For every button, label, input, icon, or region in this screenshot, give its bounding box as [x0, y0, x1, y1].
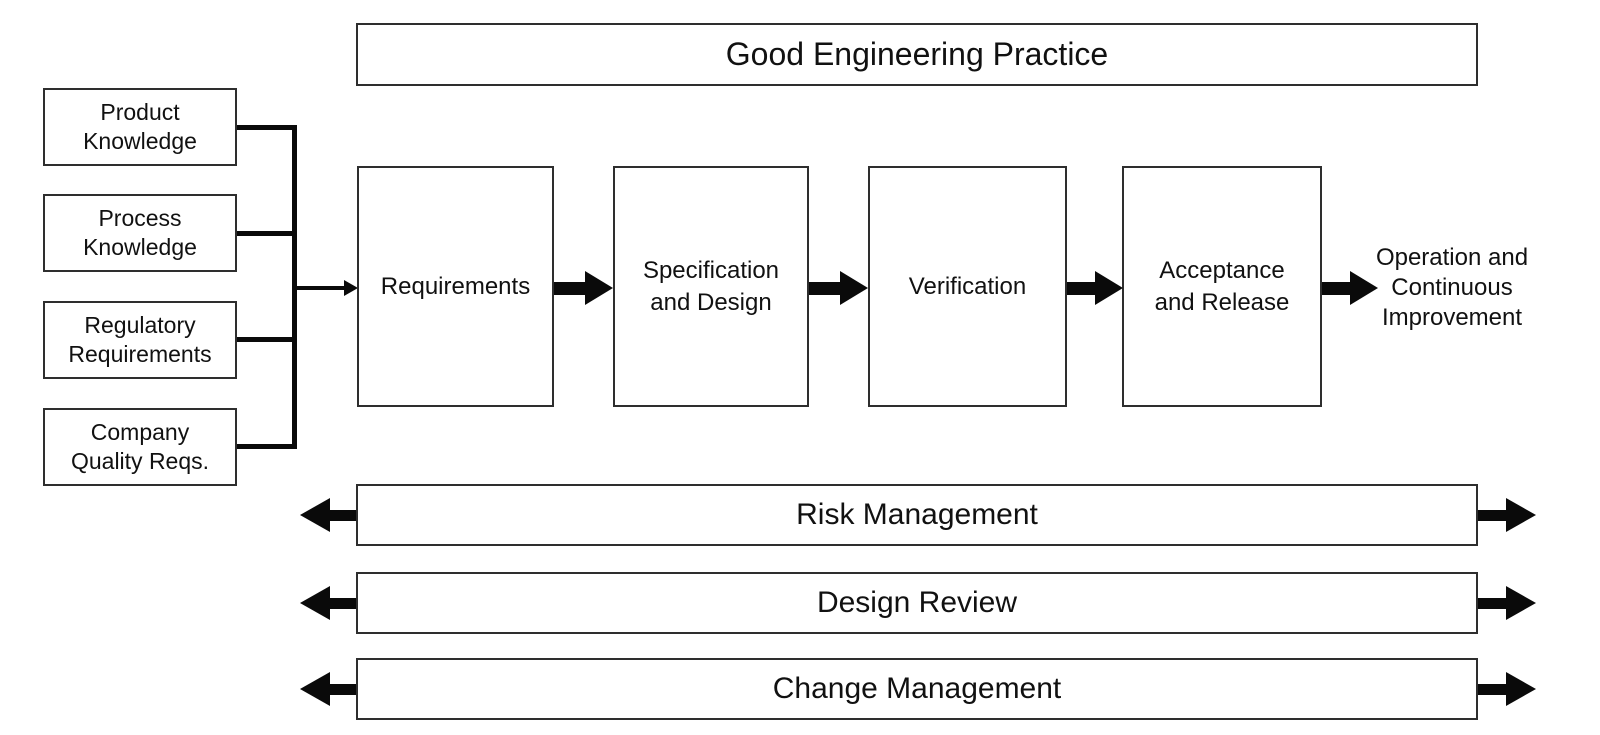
connector-line-product [237, 125, 297, 130]
good-engineering-practice-label: Good Engineering Practice [725, 36, 1109, 72]
specification-and-design-label: Specification and Design [642, 257, 780, 316]
phase-box-specification-and-design: Specification and Design [613, 166, 809, 407]
requirements-label: Requirements [380, 272, 531, 300]
design-review-label: Design Review [816, 586, 1018, 619]
phase-box-requirements: Requirements [357, 166, 554, 407]
connector-line-regulatory [237, 337, 297, 342]
phase-box-verification: Verification [868, 166, 1067, 407]
input-box-process-knowledge: Process Knowledge [43, 194, 237, 272]
risk-right-arrow-icon [1506, 498, 1536, 532]
acceptance-and-release-label: Acceptance and Release [1154, 257, 1290, 316]
good-engineering-practice-banner: Good Engineering Practice [356, 23, 1478, 86]
input-box-product-knowledge: Product Knowledge [43, 88, 237, 166]
risk-management-label: Risk Management [796, 498, 1038, 531]
input-box-regulatory-requirements: Regulatory Requirements [43, 301, 237, 379]
flow-arrow-stem-3 [1067, 282, 1095, 295]
banner-design-review: Design Review [356, 572, 1478, 634]
flow-arrow-stem-4 [1322, 282, 1350, 295]
change-left-arrow-stem [330, 684, 356, 695]
risk-right-arrow-stem [1478, 510, 1506, 521]
design-review-right-arrow-stem [1478, 598, 1506, 609]
process-knowledge-label: Process Knowledge [83, 205, 197, 260]
phase-box-acceptance-and-release: Acceptance and Release [1122, 166, 1322, 407]
change-right-arrow-icon [1506, 672, 1536, 706]
flow-arrow-icon-4 [1350, 271, 1378, 305]
input-spine-line [292, 125, 297, 449]
flow-arrow-icon-1 [585, 271, 613, 305]
change-right-arrow-stem [1478, 684, 1506, 695]
design-review-left-arrow-stem [330, 598, 356, 609]
flow-arrow-icon-3 [1095, 271, 1123, 305]
product-knowledge-label: Product Knowledge [83, 99, 197, 154]
connector-line-company [237, 444, 297, 449]
connector-line-process [237, 231, 297, 236]
change-management-label: Change Management [772, 672, 1062, 705]
regulatory-requirements-label: Regulatory Requirements [68, 312, 212, 367]
banner-risk-management: Risk Management [356, 484, 1478, 546]
banner-change-management: Change Management [356, 658, 1478, 720]
design-review-right-arrow-icon [1506, 586, 1536, 620]
verification-label: Verification [908, 272, 1027, 300]
flow-arrow-icon-2 [840, 271, 868, 305]
risk-left-arrow-stem [330, 510, 356, 521]
flow-arrow-stem-2 [809, 282, 840, 295]
inputs-to-requirements-arrow-stem [297, 286, 344, 290]
risk-left-arrow-icon [300, 498, 330, 532]
outcome-operation-continuous-improvement: Operation and Continuous Improvement [1375, 244, 1529, 331]
flow-arrow-stem-1 [554, 282, 585, 295]
design-review-left-arrow-icon [300, 586, 330, 620]
change-left-arrow-icon [300, 672, 330, 706]
company-quality-reqs-label: Company Quality Reqs. [70, 419, 210, 474]
inputs-to-requirements-arrow-icon [344, 280, 358, 296]
input-box-company-quality-reqs: Company Quality Reqs. [43, 408, 237, 486]
